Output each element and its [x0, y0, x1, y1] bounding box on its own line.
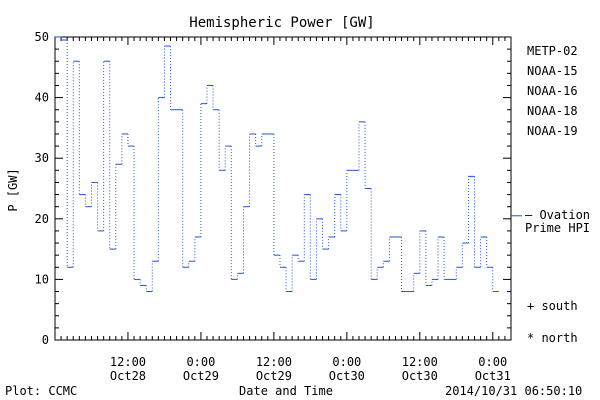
- y-tick-label: 50: [35, 30, 49, 44]
- x-axis-label: Date and Time: [239, 384, 333, 398]
- x-axis-ticks: 12:00Oct280:00Oct2912:00Oct290:00Oct3012…: [60, 37, 511, 383]
- x-tick-time-label: 12:00: [110, 355, 146, 369]
- x-tick-date-label: Oct29: [183, 369, 219, 383]
- ovation-label-line2: Prime HPI: [525, 221, 590, 235]
- legend-item: NOAA-18: [527, 104, 578, 118]
- chart-title: Hemispheric Power [GW]: [189, 15, 374, 31]
- legend-item: NOAA-15: [527, 64, 578, 78]
- y-axis-label: P [GW]: [6, 168, 20, 211]
- y-axis-ticks: 0 10 20 30 40 50: [35, 30, 511, 347]
- plot-timestamp: 2014/10/31 06:50:10: [445, 384, 582, 398]
- legend-item: NOAA-16: [527, 84, 578, 98]
- legend-item: METP-02: [527, 44, 578, 58]
- series-noaa-15: [55, 36, 499, 293]
- x-tick-date-label: Oct28: [110, 369, 146, 383]
- legend-item: NOAA-19: [527, 124, 578, 138]
- x-tick-time-label: 12:00: [256, 355, 292, 369]
- north-marker-label: * north: [527, 331, 578, 345]
- x-tick-time-label: 12:00: [402, 355, 438, 369]
- x-tick-date-label: Oct30: [329, 369, 365, 383]
- plot-frame: [54, 36, 512, 341]
- y-tick-label: 40: [35, 91, 49, 105]
- x-tick-time-label: 0:00: [186, 355, 215, 369]
- y-tick-label: 20: [35, 212, 49, 226]
- ovation-label-line1: — Ovation: [525, 208, 590, 222]
- x-tick-time-label: 0:00: [478, 355, 507, 369]
- y-tick-label: 10: [35, 272, 49, 286]
- south-marker-label: + south: [527, 299, 578, 313]
- y-tick-label: 30: [35, 151, 49, 165]
- series-layer: [55, 36, 499, 293]
- x-tick-date-label: Oct29: [256, 369, 292, 383]
- plot-source: Plot: CCMC: [5, 384, 77, 398]
- x-tick-date-label: Oct31: [475, 369, 511, 383]
- x-tick-date-label: Oct30: [402, 369, 438, 383]
- x-tick-time-label: 0:00: [332, 355, 361, 369]
- legend: METP-02 NOAA-15 NOAA-16 NOAA-18 NOAA-19: [527, 44, 578, 138]
- y-tick-label: 0: [42, 333, 49, 347]
